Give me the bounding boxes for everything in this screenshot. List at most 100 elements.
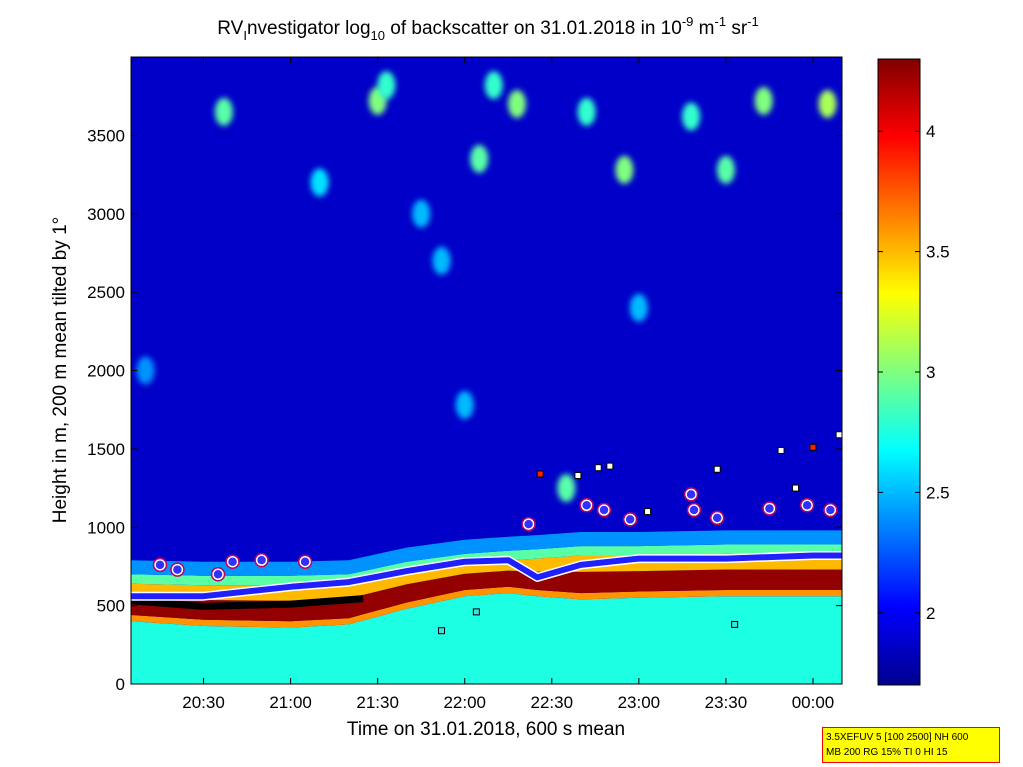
layer-height-circle-ring (152, 557, 168, 573)
layer-height-circle-ring (596, 502, 612, 518)
cloud-patch (754, 86, 773, 115)
processing-info-box: 3.5XEFUV 5 [100 2500] NH 600 MB 200 RG 1… (822, 727, 1000, 763)
colorbar-ticks: 2 2.5 3 3.5 4 (878, 122, 950, 623)
x-tick-label: 23:30 (705, 693, 748, 712)
colorbar-tick-label: 2 (926, 604, 935, 623)
layer-height-circle (801, 499, 813, 512)
cloud-base-square (574, 472, 582, 480)
cloud-base-square (809, 443, 817, 451)
y-tick-label: 2500 (87, 283, 125, 302)
boundary-layer-bottom (131, 586, 842, 628)
layer-height-circle-ring (709, 510, 725, 526)
layer-height-circle-ring (225, 554, 240, 569)
layer-height-circle (171, 563, 184, 576)
layer-height-circle (580, 499, 593, 512)
layer-height-circle-ring (297, 554, 313, 569)
colorbar-tick-label: 3.5 (926, 243, 950, 262)
x-tick-label: 21:00 (269, 693, 312, 712)
cloud-patch (455, 390, 474, 419)
cloud-patch (470, 144, 489, 173)
plot-area (131, 57, 842, 684)
layer-height-circle (598, 504, 610, 516)
cloud-patch (377, 71, 396, 100)
cloud-patch (432, 246, 451, 275)
cloud-patch (818, 90, 837, 119)
cloud-base-square (713, 465, 721, 473)
layer-height-circle (522, 518, 535, 530)
layer-top-line (131, 552, 842, 600)
boundary-layer-core (131, 569, 842, 622)
layer-height-circle (154, 559, 166, 571)
colorbar-tick-label: 3 (926, 363, 935, 382)
layer-height-circle (763, 502, 776, 515)
layer-height-circle (824, 504, 837, 516)
cloud-base-square (472, 608, 480, 616)
cloud-base-square (438, 627, 446, 635)
x-tick-label: 23:00 (618, 693, 661, 712)
cloud-patch (716, 155, 735, 184)
info-line-2: MB 200 RG 15% TI 0 HI 15 (826, 747, 948, 758)
layer-height-circle (685, 488, 697, 501)
layer-height-circle (624, 513, 636, 526)
layer-height-circle (255, 554, 268, 566)
colorbar-tick-label: 4 (926, 122, 935, 141)
layer-height-circle-ring (762, 501, 777, 516)
cloud-patch (682, 102, 701, 131)
cloud-base-square (606, 462, 614, 470)
x-axis-label: Time on 31.01.2018, 600 s mean (347, 719, 625, 740)
cloud-patch (484, 71, 503, 100)
y-tick-label: 1000 (87, 518, 125, 537)
cloud-patch (136, 356, 155, 385)
cloud-base-square (536, 470, 544, 478)
cloud-base-square (835, 431, 842, 439)
y-axis-label: Height in m, 200 m mean tilted by 1° (50, 217, 71, 523)
y-tick-label: 2000 (87, 362, 125, 381)
layer-height-circle (226, 555, 239, 568)
layer-height-circle-ring (170, 562, 185, 577)
chart-title: RVInvestigator log10 of backscatter on 3… (217, 14, 758, 43)
y-tick-label: 3500 (87, 126, 125, 145)
y-axis: 0 500 1000 1500 2000 2500 3000 3500 (87, 126, 842, 694)
cloud-patch (629, 293, 648, 322)
x-tick-label: 20:30 (182, 693, 225, 712)
y-tick-label: 500 (97, 597, 125, 616)
x-tick-label: 22:00 (443, 693, 486, 712)
cloud-base-square (792, 484, 800, 492)
cloud-patches (136, 71, 837, 503)
colorbar (877, 58, 921, 686)
mixing-layer-line (131, 595, 364, 610)
info-line-1: 3.5XEFUV 5 [100 2500] NH 600 (826, 732, 969, 743)
x-tick-label: 00:00 (792, 693, 835, 712)
cloud-patch (214, 97, 233, 126)
layer-height-circle-ring (254, 552, 269, 568)
layer-height-circle-ring (823, 502, 838, 518)
cloud-patch (615, 155, 634, 184)
y-tick-label: 1500 (87, 440, 125, 459)
layer-height-circle-ring (683, 487, 699, 502)
layer-height-circle (212, 568, 224, 581)
layer-height-circle-ring (799, 498, 815, 513)
layer-height-circle-ring (521, 516, 536, 532)
x-tick-label: 21:30 (356, 693, 399, 712)
x-axis: 20:30 21:00 21:30 22:00 22:30 23:00 23:30 00:00 (182, 57, 834, 712)
layer-height-circle-ring (686, 502, 702, 518)
cloud-base-square (594, 464, 602, 472)
cloud-patch (310, 168, 329, 197)
layer-height-circle-ring (210, 567, 226, 582)
y-tick-label: 0 (116, 675, 125, 694)
retrieval-markers (131, 431, 842, 635)
cloud-base-square (777, 446, 785, 454)
cloud-base-square (644, 508, 652, 516)
layer-height-circle-ring (622, 512, 638, 527)
layer-height-circle (299, 555, 311, 568)
colorbar-tick-label: 2.5 (926, 483, 950, 502)
cloud-patch (577, 97, 596, 126)
cloud-patch (507, 90, 526, 119)
layer-height-circle-ring (579, 498, 594, 513)
aerosol-layer-below (131, 593, 842, 684)
cloud-base-square (731, 620, 739, 628)
layer-height-circle (688, 504, 700, 516)
y-tick-label: 3000 (87, 205, 125, 224)
cloud-patch (412, 199, 431, 228)
